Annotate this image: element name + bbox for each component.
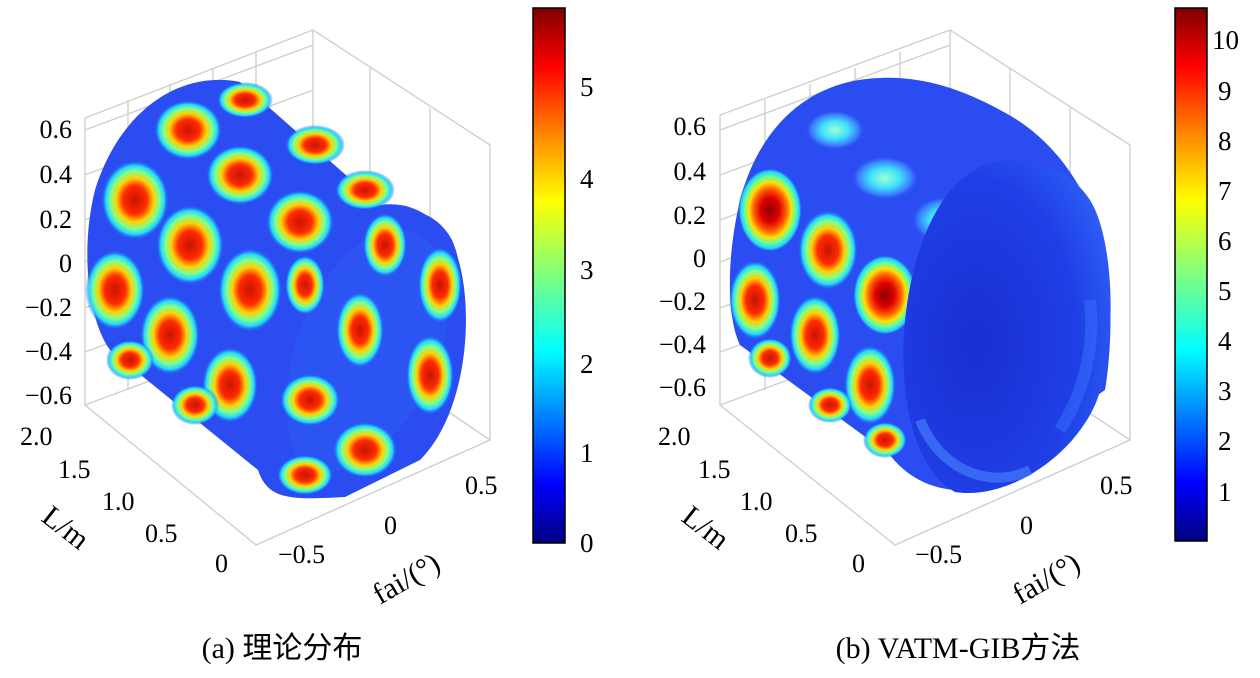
panel-b-l-ticks: 2.0 1.5 1.0 0.5 0 <box>658 422 865 578</box>
panel-a-y-tick: −0.4 <box>25 337 72 366</box>
panel-b-cylinder-end <box>903 159 1111 494</box>
panel-a-cb-tick: 5 <box>580 72 594 102</box>
panel-b-cb-tick: 5 <box>1218 276 1232 306</box>
panel-a-peaks <box>85 82 395 425</box>
panel-b-y-tick: −0.6 <box>659 373 706 402</box>
panel-a-cb-tick: 2 <box>580 349 594 379</box>
panel-b-fai-label: fai/(°) <box>1007 547 1086 612</box>
panel-a-l-ticks: 2.0 1.5 1.0 0.5 0 <box>20 422 228 578</box>
panel-b-y-tick: 0 <box>693 244 706 273</box>
panel-b-cb-tick: 4 <box>1218 326 1232 356</box>
panel-b: 0.6 0.4 0.2 0 −0.2 −0.4 −0.6 2.0 1.5 1.0… <box>658 7 1239 665</box>
panel-a-cb-tick: 0 <box>580 528 594 558</box>
panel-b-cb-tick: 6 <box>1218 226 1232 256</box>
panel-b-fai-tick: 0.5 <box>1100 471 1133 500</box>
panel-b-caption: (b) VATM-GIB方法 <box>836 632 1081 665</box>
panel-b-y-tick: 0.6 <box>674 112 707 141</box>
panel-a-l-tick: 2.0 <box>20 422 53 451</box>
panel-b-l-tick: 1.5 <box>698 455 731 484</box>
panel-b-fai-ticks: −0.5 0 0.5 <box>915 471 1133 569</box>
panel-a-cb-tick: 4 <box>580 164 594 194</box>
panel-a-l-tick: 1.0 <box>102 487 135 516</box>
panel-b-y-tick: 0.2 <box>674 201 707 230</box>
panel-b-cb-tick: 2 <box>1218 426 1232 456</box>
panel-b-cb-tick: 7 <box>1218 176 1232 206</box>
panel-a-fai-tick: −0.5 <box>278 540 325 569</box>
panel-a-y-tick: −0.6 <box>25 381 72 410</box>
panel-a-y-tick: 0.6 <box>40 115 73 144</box>
panel-b-cb-tick: 8 <box>1218 126 1232 156</box>
panel-a-fai-tick: 0.5 <box>465 471 498 500</box>
panel-a-caption: (a) 理论分布 <box>202 632 363 665</box>
panel-b-fai-tick: −0.5 <box>915 540 962 569</box>
panel-b-cb-tick: 9 <box>1218 76 1232 106</box>
panel-b-cb-tick: 3 <box>1218 376 1232 406</box>
panel-b-y-ticks: 0.6 0.4 0.2 0 −0.2 −0.4 −0.6 <box>659 112 706 402</box>
panel-b-l-tick: 0 <box>852 549 865 578</box>
panel-a-y-tick: 0.4 <box>40 160 73 189</box>
panel-a: 0.6 0.4 0.2 0 −0.2 −0.4 −0.6 2.0 1.5 1.0… <box>20 7 594 665</box>
panel-a-y-tick: −0.2 <box>25 293 72 322</box>
panel-b-l-tick: 0.5 <box>785 519 818 548</box>
panel-a-l-label: L/m <box>36 500 96 557</box>
panel-b-colorbar: 1 2 3 4 5 6 7 8 9 10 <box>1174 7 1239 542</box>
panel-a-cb-tick: 3 <box>580 255 594 285</box>
panel-a-cylinder-end <box>264 209 462 497</box>
panel-a-cylinder-surface <box>85 79 466 499</box>
panel-a-fai-ticks: −0.5 0 0.5 <box>278 471 498 569</box>
panel-a-fai-label: fai/(°) <box>367 547 446 612</box>
panel-a-y-tick: 0 <box>59 249 72 278</box>
panel-b-l-tick: 2.0 <box>658 422 691 451</box>
panel-a-y-tick: 0.2 <box>40 205 73 234</box>
panel-b-y-tick: 0.4 <box>674 157 707 186</box>
panel-a-l-tick: 1.5 <box>58 455 91 484</box>
panel-b-cb-tick: 1 <box>1218 477 1232 507</box>
panel-b-cb-tick: 10 <box>1212 25 1239 55</box>
panel-a-cb-tick: 1 <box>580 438 594 468</box>
panel-a-fai-tick: 0 <box>384 511 397 540</box>
panel-a-l-tick: 0.5 <box>145 519 178 548</box>
panel-a-y-ticks: 0.6 0.4 0.2 0 −0.2 −0.4 −0.6 <box>25 115 72 410</box>
panel-b-fai-tick: 0 <box>1020 511 1033 540</box>
panel-b-y-tick: −0.2 <box>659 287 706 316</box>
panel-a-l-tick: 0 <box>215 549 228 578</box>
panel-b-y-tick: −0.4 <box>659 330 706 359</box>
panel-b-l-tick: 1.0 <box>740 487 773 516</box>
panel-a-colorbar: 0 1 2 3 4 5 <box>532 7 594 558</box>
panel-b-l-label: L/m <box>676 500 736 557</box>
